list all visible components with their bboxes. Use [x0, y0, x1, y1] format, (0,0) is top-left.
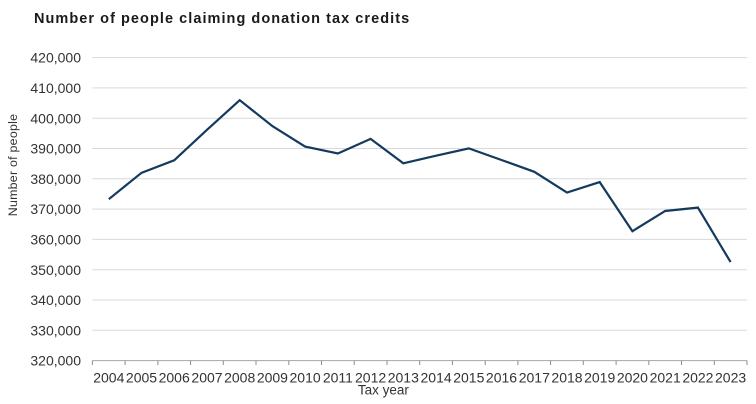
svg-text:2016: 2016 [486, 369, 517, 385]
svg-text:2019: 2019 [584, 369, 615, 385]
svg-text:2007: 2007 [191, 369, 222, 385]
svg-text:2023: 2023 [715, 369, 746, 385]
svg-text:400,000: 400,000 [30, 110, 81, 126]
svg-text:390,000: 390,000 [30, 141, 81, 157]
svg-text:2015: 2015 [453, 369, 484, 385]
svg-text:2014: 2014 [421, 369, 452, 385]
svg-text:380,000: 380,000 [30, 171, 81, 187]
svg-text:2006: 2006 [159, 369, 190, 385]
svg-text:Tax year: Tax year [358, 383, 410, 398]
svg-text:2011: 2011 [323, 369, 353, 385]
svg-text:2018: 2018 [551, 369, 582, 385]
svg-text:2004: 2004 [93, 369, 124, 385]
svg-text:Number of people claiming dona: Number of people claiming donation tax c… [34, 11, 410, 27]
svg-text:2021: 2021 [650, 369, 681, 385]
svg-text:350,000: 350,000 [30, 262, 81, 278]
svg-text:360,000: 360,000 [30, 232, 81, 248]
svg-text:370,000: 370,000 [30, 201, 81, 217]
svg-text:2008: 2008 [224, 369, 255, 385]
svg-text:410,000: 410,000 [30, 80, 81, 96]
svg-text:420,000: 420,000 [30, 50, 81, 66]
svg-text:2010: 2010 [290, 369, 321, 385]
svg-text:2020: 2020 [617, 369, 648, 385]
svg-text:320,000: 320,000 [30, 353, 81, 369]
svg-text:2022: 2022 [682, 369, 713, 385]
svg-text:2012: 2012 [355, 369, 386, 385]
svg-text:340,000: 340,000 [30, 292, 81, 308]
svg-text:Number of people: Number of people [6, 114, 20, 217]
svg-text:2009: 2009 [257, 369, 288, 385]
svg-text:2017: 2017 [519, 369, 550, 385]
svg-text:2005: 2005 [126, 369, 157, 385]
svg-text:330,000: 330,000 [30, 322, 81, 338]
svg-text:2013: 2013 [388, 369, 419, 385]
